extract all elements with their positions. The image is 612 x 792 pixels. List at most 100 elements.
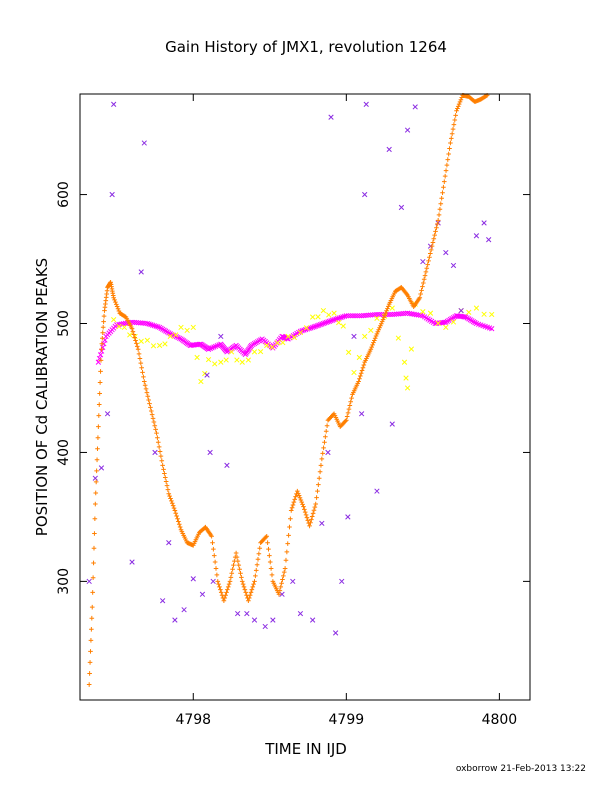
data-point (290, 578, 296, 585)
data-point (148, 405, 153, 410)
data-point (340, 323, 346, 329)
data-point (264, 533, 270, 539)
data-point (121, 324, 128, 331)
data-point (251, 617, 258, 623)
data-point (138, 269, 144, 275)
data-point (167, 333, 173, 340)
data-point (412, 104, 418, 110)
x-tick-label: 4798 (175, 712, 211, 728)
data-point (450, 262, 457, 269)
data-point (389, 305, 395, 311)
data-point (404, 127, 411, 133)
data-point (443, 249, 449, 256)
data-point (244, 610, 250, 617)
data-point (427, 310, 434, 316)
y-axis-label: POSITION OF Cd CALIBRATION PEAKS (33, 258, 51, 536)
data-point (178, 324, 184, 331)
series-0 (95, 310, 495, 365)
tick-layer: 4798 4799 4800 300 400 500 600 (56, 94, 530, 728)
data-point (205, 356, 212, 363)
data-point (190, 324, 196, 331)
data-point (297, 328, 304, 334)
x-axis-label: TIME IN IJD (264, 740, 347, 758)
data-point (239, 359, 245, 365)
data-point (144, 337, 151, 343)
data-point (96, 424, 101, 429)
data-layer (86, 92, 495, 687)
data-point (386, 146, 392, 153)
data-point (448, 140, 453, 146)
x-tick-label: 4800 (482, 712, 518, 728)
data-point (154, 430, 159, 436)
data-point (351, 369, 357, 376)
y-tick-label: 500 (56, 310, 72, 337)
data-point (218, 359, 224, 365)
data-point (227, 579, 233, 584)
data-point (309, 314, 316, 320)
data-point (141, 140, 147, 146)
footer-credit: oxborrow 21-Feb-2013 13:22 (456, 764, 586, 774)
data-point (368, 346, 374, 352)
data-point (362, 191, 368, 198)
chart-title: Gain History of JMX1, revolution 1264 (165, 38, 447, 56)
data-point (356, 379, 361, 384)
data-point (389, 421, 395, 427)
data-point (144, 320, 151, 327)
data-point (297, 610, 304, 617)
data-point (297, 329, 304, 336)
data-point (207, 449, 213, 456)
data-point (398, 204, 405, 211)
data-point (401, 359, 408, 365)
data-point (420, 258, 426, 265)
data-point (109, 191, 115, 198)
data-point (135, 346, 141, 352)
data-point (111, 101, 117, 107)
data-point (262, 623, 268, 630)
data-point (374, 315, 380, 322)
data-point (380, 317, 386, 322)
data-point (301, 504, 306, 509)
data-point (233, 550, 239, 556)
data-point (328, 114, 334, 120)
data-point (152, 449, 158, 456)
data-point (210, 578, 216, 585)
data-point (190, 576, 196, 582)
data-point (429, 243, 435, 249)
data-point (320, 307, 327, 314)
data-point (89, 604, 95, 610)
data-point (404, 385, 411, 391)
data-point (218, 333, 224, 340)
data-point (198, 378, 204, 385)
data-point (251, 349, 258, 355)
series-1 (111, 301, 495, 391)
data-point (486, 237, 492, 243)
data-point (331, 316, 337, 323)
data-point (204, 372, 210, 378)
data-point (239, 579, 245, 584)
data-point (374, 311, 380, 318)
data-point (99, 346, 104, 352)
data-point (159, 598, 166, 604)
y-tick-label: 400 (56, 439, 72, 466)
data-point (313, 501, 319, 507)
data-point (345, 514, 351, 520)
data-point (93, 501, 98, 507)
y-tick-label: 600 (56, 181, 72, 208)
data-point (489, 311, 495, 318)
data-point (156, 342, 163, 349)
data-point (129, 326, 135, 331)
data-point (129, 559, 135, 565)
data-point (331, 310, 337, 316)
data-point (279, 591, 285, 597)
data-point (309, 324, 316, 331)
data-point (435, 218, 441, 223)
data-point (319, 456, 325, 462)
data-point (92, 475, 98, 481)
data-point (276, 591, 282, 597)
data-point (270, 617, 276, 623)
data-point (166, 540, 172, 546)
data-point (111, 295, 116, 301)
data-point (166, 491, 172, 497)
data-point (288, 508, 294, 513)
data-point (454, 108, 459, 114)
